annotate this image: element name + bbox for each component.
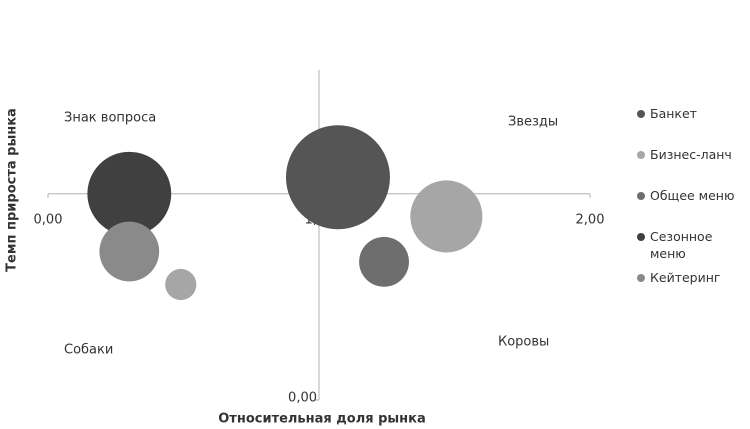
legend-item: Кейтеринг	[635, 269, 747, 310]
legend-marker	[637, 151, 645, 159]
legend-label: Банкет	[650, 106, 697, 121]
bubble	[285, 125, 390, 230]
x-axis-title: Относительная доля рынка	[218, 412, 426, 427]
legend-item: Сезонное меню	[635, 228, 747, 269]
legend-item: Общее меню	[635, 187, 747, 228]
legend-label: Бизнес-ланч	[650, 147, 732, 162]
legend-label: Кейтеринг	[650, 270, 721, 285]
legend-marker	[637, 192, 645, 200]
legend-marker	[637, 274, 645, 282]
quadrant-label: Собаки	[64, 343, 113, 358]
bubble	[359, 236, 409, 287]
legend-marker	[637, 233, 645, 241]
legend-marker	[637, 110, 645, 118]
quadrant-label: Звезды	[508, 115, 558, 130]
y-tick-label: 0,00	[288, 391, 317, 406]
quadrant-label: Коровы	[498, 335, 549, 350]
bubble	[410, 180, 483, 253]
bubble	[99, 221, 160, 282]
bubble	[87, 151, 172, 236]
legend: Банкет Бизнес-ланч Общее меню Сезонное меню…	[635, 105, 747, 310]
x-tick-label: 0,00	[34, 212, 63, 227]
bubble	[165, 268, 197, 301]
y-axis-title: Темп прироста рынка	[5, 108, 20, 272]
legend-label: Сезонное меню	[650, 229, 713, 261]
legend-item: Банкет	[635, 105, 747, 146]
x-tick-label: 2,00	[576, 212, 605, 227]
legend-label: Общее меню	[650, 188, 735, 203]
quadrant-label: Знак вопроса	[64, 111, 156, 126]
legend-item: Бизнес-ланч	[635, 146, 747, 187]
